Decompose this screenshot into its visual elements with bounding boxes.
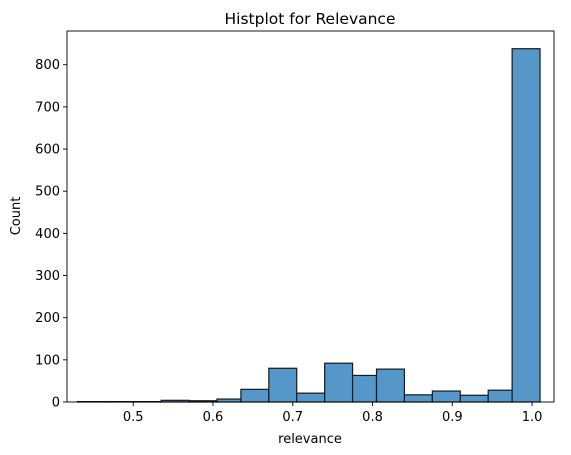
bars-group <box>76 48 541 403</box>
x-tick-label: 1.0 <box>522 410 543 425</box>
histogram-bar-11 <box>351 374 378 403</box>
y-axis-label: Count <box>9 197 24 236</box>
y-tick-label: 300 <box>35 269 60 284</box>
plot-frame <box>66 30 555 403</box>
y-tick-label: 500 <box>35 185 60 200</box>
histogram-bar-7 <box>240 388 270 403</box>
x-tick-label: 0.6 <box>203 410 224 425</box>
x-tick-label: 0.5 <box>123 410 144 425</box>
histogram-bar-14 <box>431 390 461 403</box>
histogram-bar-17 <box>511 48 541 403</box>
x-tick-label: 0.8 <box>362 410 383 425</box>
x-tick-label: 0.7 <box>282 410 303 425</box>
histogram-bar-12 <box>375 368 406 403</box>
x-axis-label: relevance <box>278 432 342 447</box>
y-tick-label: 600 <box>35 143 60 158</box>
y-tick-label: 700 <box>35 100 60 115</box>
histogram-bar-15 <box>459 394 489 403</box>
chart-title: Histplot for Relevance <box>225 10 396 28</box>
y-tick-label: 100 <box>35 353 60 368</box>
histogram-bar-13 <box>403 394 433 403</box>
y-tick-label: 200 <box>35 311 60 326</box>
histogram-bar-8 <box>268 367 298 403</box>
y-tick-label: 0 <box>52 396 60 411</box>
histogram-bar-9 <box>296 392 326 403</box>
y-tick-label: 800 <box>35 58 60 73</box>
y-tick-label: 400 <box>35 227 60 242</box>
y-axis: 0 100 200 300 400 500 600 700 800 <box>35 58 67 411</box>
x-axis: 0.5 0.6 0.7 0.8 0.9 1.0 <box>123 402 543 425</box>
histogram-bar-16 <box>487 389 513 403</box>
x-tick-label: 0.9 <box>442 410 463 425</box>
histogram-bar-10 <box>324 362 354 403</box>
